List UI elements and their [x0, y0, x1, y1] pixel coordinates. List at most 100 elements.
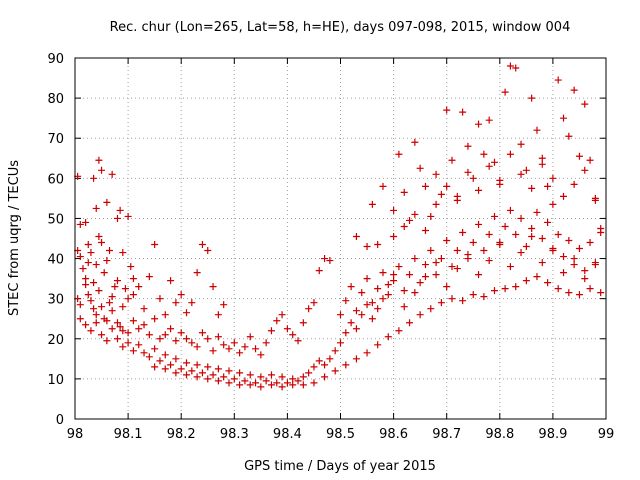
data-point-marker — [106, 299, 114, 307]
data-point-marker — [565, 132, 573, 140]
x-tick-label: 98.2 — [167, 427, 196, 442]
data-point-marker — [252, 345, 260, 353]
data-point-marker — [121, 285, 129, 293]
data-point-marker — [92, 319, 100, 327]
data-point-marker — [528, 94, 536, 102]
data-point-marker — [273, 317, 281, 325]
data-point-marker — [522, 277, 530, 285]
data-point-marker — [321, 373, 329, 381]
data-point-marker — [283, 379, 291, 387]
data-point-marker — [289, 381, 297, 389]
data-point-marker — [161, 311, 169, 319]
data-point-marker — [437, 299, 445, 307]
data-point-marker — [416, 164, 424, 172]
data-point-marker — [172, 337, 180, 345]
data-point-marker — [597, 289, 605, 297]
data-point-marker — [129, 317, 137, 325]
data-point-marker — [570, 86, 578, 94]
data-point-marker — [544, 182, 552, 190]
data-point-marker — [95, 232, 103, 240]
data-point-marker — [193, 373, 201, 381]
x-tick-label: 99 — [598, 427, 615, 442]
y-tick-label: 20 — [47, 333, 64, 348]
data-point-marker — [225, 379, 233, 387]
data-point-marker — [528, 184, 536, 192]
data-point-marker — [124, 295, 132, 303]
data-point-marker — [82, 321, 90, 329]
data-point-marker — [581, 267, 589, 275]
data-point-marker — [113, 335, 121, 343]
data-point-marker — [459, 108, 467, 116]
data-point-marker — [167, 277, 175, 285]
data-point-marker — [289, 375, 297, 383]
data-point-marker — [119, 343, 127, 351]
data-point-marker — [76, 220, 84, 228]
data-point-marker — [374, 285, 382, 293]
data-point-marker — [443, 106, 451, 114]
data-point-marker — [395, 150, 403, 158]
y-tick-label: 10 — [47, 373, 64, 388]
data-point-marker — [411, 210, 419, 218]
data-point-marker — [305, 305, 313, 313]
data-point-marker — [129, 291, 137, 299]
data-point-marker — [560, 253, 568, 261]
data-point-marker — [342, 329, 350, 337]
data-point-marker — [236, 349, 244, 357]
data-point-marker — [124, 329, 132, 337]
data-point-marker — [262, 377, 270, 385]
data-point-marker — [475, 120, 483, 128]
data-point-marker — [198, 241, 206, 249]
data-point-marker — [586, 156, 594, 164]
data-point-marker — [506, 263, 514, 271]
data-point-marker — [390, 277, 398, 285]
data-point-marker — [116, 206, 124, 214]
data-point-marker — [127, 263, 135, 271]
data-point-marker — [533, 273, 541, 281]
y-tick-labels: 0 10 20 30 40 50 60 70 80 90 — [47, 52, 64, 428]
data-point-marker — [533, 208, 541, 216]
data-point-marker — [156, 357, 164, 365]
data-point-marker — [305, 369, 313, 377]
data-point-marker — [352, 355, 360, 363]
data-point-marker — [496, 176, 504, 184]
data-point-marker — [512, 230, 520, 238]
data-point-marker — [512, 64, 520, 72]
data-point-marker — [406, 319, 414, 327]
data-point-marker — [103, 337, 111, 345]
data-point-marker — [92, 311, 100, 319]
data-point-marker — [459, 228, 467, 236]
data-point-marker — [390, 206, 398, 214]
data-point-marker — [278, 383, 286, 391]
data-point-marker — [469, 174, 477, 182]
data-point-marker — [443, 237, 451, 245]
data-point-marker — [485, 116, 493, 124]
data-points — [74, 62, 605, 391]
data-point-marker — [98, 331, 106, 339]
data-point-marker — [406, 216, 414, 224]
data-point-marker — [512, 283, 520, 291]
data-point-marker — [262, 339, 270, 347]
data-point-marker — [347, 283, 355, 291]
y-tick-label: 60 — [47, 172, 64, 187]
data-point-marker — [384, 291, 392, 299]
data-point-marker — [214, 311, 222, 319]
data-point-marker — [337, 339, 344, 347]
data-point-marker — [198, 369, 206, 377]
data-point-marker — [475, 271, 483, 279]
data-point-marker — [453, 247, 461, 255]
data-point-marker — [289, 331, 297, 339]
data-point-marker — [108, 325, 116, 333]
data-point-marker — [140, 349, 148, 357]
data-point-marker — [161, 351, 169, 359]
data-point-marker — [570, 180, 578, 188]
data-point-marker — [326, 257, 334, 265]
data-point-marker — [161, 365, 169, 373]
data-point-marker — [145, 353, 153, 361]
data-point-marker — [347, 319, 355, 327]
data-point-marker — [591, 196, 599, 204]
data-point-marker — [506, 62, 514, 70]
data-point-marker — [177, 365, 185, 373]
data-point-marker — [100, 269, 108, 277]
data-point-marker — [278, 373, 286, 381]
data-point-marker — [560, 192, 568, 200]
